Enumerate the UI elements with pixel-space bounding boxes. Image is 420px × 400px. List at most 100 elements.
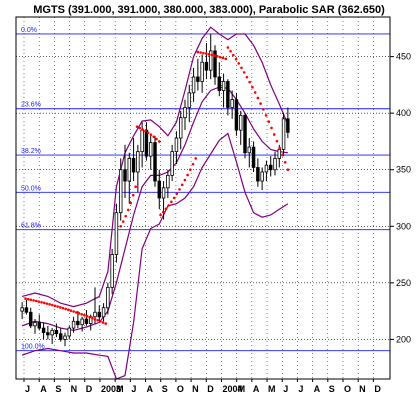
sar-dot <box>104 322 108 325</box>
candle-body <box>273 158 277 171</box>
sar-dot <box>146 131 150 135</box>
bb-upper-line <box>21 26 289 308</box>
candle-body <box>54 329 59 335</box>
sar-dot <box>157 140 161 143</box>
candle-body <box>166 174 170 189</box>
sar-dot <box>141 128 144 131</box>
candle-body <box>230 99 234 108</box>
sar-dot <box>29 298 33 302</box>
sar-dot <box>207 52 211 56</box>
candle-body <box>136 151 140 173</box>
sar-dot <box>34 299 38 303</box>
sar-dot <box>64 307 67 311</box>
x-tick-label: 2003 <box>101 384 121 394</box>
candle-body <box>226 81 230 108</box>
sar-dot <box>253 91 257 94</box>
sar-dot <box>229 49 232 53</box>
sar-dot <box>119 224 123 228</box>
sar-dot <box>72 310 75 313</box>
candle-body <box>144 129 149 157</box>
sar-dot <box>278 146 281 150</box>
sar-dot <box>270 126 273 130</box>
sar-dot <box>245 75 249 79</box>
x-tick-label: J <box>283 384 288 394</box>
sar-dot <box>167 204 170 207</box>
sar-dot <box>218 55 222 59</box>
sar-dot <box>286 168 290 172</box>
price-tick-label: 400 <box>396 108 411 118</box>
sar-dot <box>152 135 156 139</box>
sar-dot <box>135 125 139 129</box>
candle-body <box>234 99 239 131</box>
candle-body <box>200 61 204 82</box>
sar-dot <box>172 196 176 200</box>
candle-body <box>213 50 217 78</box>
fibonacci-layer: 0.0% 23.6% 38.2% 50.0% 61.8% 100.0% <box>16 27 390 352</box>
x-tick-label: A <box>147 384 154 394</box>
sar-dot <box>267 120 271 123</box>
sar-dot <box>232 53 235 57</box>
sar-dot <box>178 188 181 191</box>
price-tick-label: 450 <box>396 52 411 62</box>
sar-dot <box>226 46 230 49</box>
sar-dot <box>186 173 189 177</box>
sar-dot <box>134 185 138 188</box>
candle-body <box>28 311 33 327</box>
candle-body <box>76 320 80 326</box>
sar-dot <box>204 52 208 55</box>
sar-dot <box>93 317 97 321</box>
sar-dot <box>194 157 198 160</box>
candle-body <box>217 76 222 91</box>
sar-dot <box>262 108 265 111</box>
sar-dot <box>161 210 165 214</box>
price-tick-label: 300 <box>396 221 411 231</box>
sar-dot <box>61 306 65 310</box>
sar-dot <box>26 297 30 301</box>
candle-body <box>106 286 110 309</box>
candle-body <box>187 92 192 108</box>
x-tick-label: O <box>344 384 351 394</box>
candle-body <box>20 307 24 312</box>
candle-body <box>140 129 144 153</box>
candle-body <box>110 254 114 288</box>
sar-dot <box>281 153 284 157</box>
sar-dot <box>202 51 205 55</box>
sar-dot <box>129 201 133 205</box>
sar-dot <box>77 312 81 315</box>
sar-dot <box>216 55 219 58</box>
x-tick-label: S <box>329 384 335 394</box>
candle-body <box>196 76 200 82</box>
sar-dot <box>175 192 179 196</box>
x-tick-label: N <box>71 384 78 394</box>
x-tick-label: S <box>162 384 168 394</box>
sar-dot <box>248 80 251 84</box>
x-tick-label: A <box>253 384 260 394</box>
candle-body <box>93 311 97 318</box>
candle-body <box>247 146 252 154</box>
price-tick-label: 250 <box>396 278 411 288</box>
x-tick-label: O <box>177 384 184 394</box>
x-tick-label: M <box>238 384 246 394</box>
x-tick-label: J <box>298 384 303 394</box>
sar-dot <box>237 62 241 65</box>
candle-body <box>58 333 63 340</box>
candle-body <box>157 180 162 199</box>
sar-dot <box>213 54 216 57</box>
sar-dot <box>131 193 135 197</box>
x-tick-label: M <box>116 384 124 394</box>
sar-dot <box>159 213 162 217</box>
fib-label: 61.8% <box>21 223 41 230</box>
sar-dot <box>96 318 99 322</box>
sar-dot <box>164 207 168 211</box>
sar-dot <box>183 178 187 182</box>
sar-dot <box>45 302 49 305</box>
sar-dot <box>91 316 94 320</box>
sar-dot <box>275 139 279 143</box>
candle-body <box>123 169 127 182</box>
x-tick-label: D <box>86 384 93 394</box>
sar-dot <box>48 303 51 306</box>
x-tick-label: A <box>40 384 47 394</box>
candle-body <box>41 327 46 334</box>
sar-dot <box>32 299 35 302</box>
candle-body <box>118 169 123 214</box>
